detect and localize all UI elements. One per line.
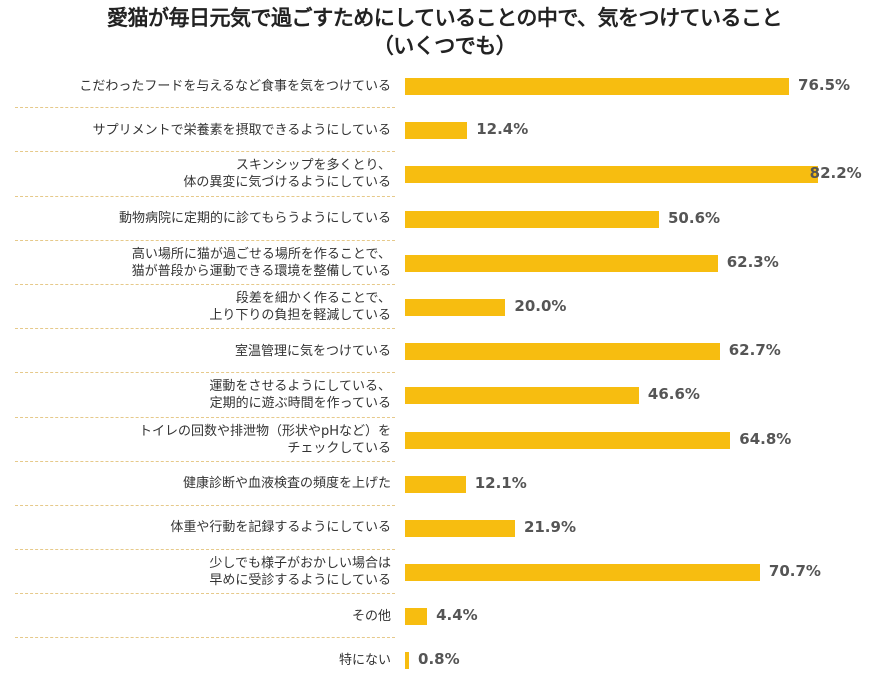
- category-label: その他: [352, 594, 391, 638]
- data-label: 62.3%: [726, 252, 779, 271]
- chart-title: 愛猫が毎日元気で過ごすためにしていることの中で、気をつけていること （いくつでも…: [0, 4, 889, 60]
- bar-row: 動物病院に定期的に診てもらうようにしている 50.6%: [0, 197, 889, 241]
- category-label-line: 段差を細かく作ることで、: [235, 291, 391, 307]
- data-label: 76.5%: [798, 76, 851, 94]
- category-label-line: スキンシップを多くとり、: [235, 158, 391, 174]
- bar-row: 少しでも様子がおかしい場合は 早めに受診するようにしている 70.7%: [0, 550, 889, 595]
- row-separator: [15, 107, 395, 109]
- chart-title-line-1: 愛猫が毎日元気で過ごすためにしていることの中で、気をつけていること: [106, 6, 783, 30]
- row-separator: [15, 504, 395, 506]
- category-label-line: 体の異変に気づけるようにしている: [183, 175, 391, 191]
- bar-row: 高い場所に猫が過ごせる場所を作ることで、 猫が普段から運動できる環境を整備している…: [0, 241, 889, 285]
- category-label-line: 特にない: [338, 653, 391, 669]
- category-label: 動物病院に定期的に診てもらうようにしている: [119, 197, 391, 241]
- data-label: 46.6%: [647, 385, 700, 404]
- bar: [405, 254, 718, 272]
- category-label-line: 猫が普段から運動できる環境を整備している: [131, 263, 391, 279]
- bar-row: 室温管理に気をつけている 62.7%: [0, 329, 889, 374]
- category-label: 室温管理に気をつけている: [235, 329, 391, 373]
- bar: [405, 431, 731, 449]
- row-separator: [15, 328, 395, 330]
- category-label-line: チェックしている: [287, 440, 391, 456]
- category-label-line: 動物病院に定期的に診てもらうようにしている: [119, 211, 391, 227]
- bar: [405, 122, 468, 140]
- category-label-line: 室温管理に気をつけている: [234, 343, 391, 359]
- bar-row: 運動をさせるようにしている、 定期的に遊ぶ時間を作っている 46.6%: [0, 373, 889, 418]
- bar-row: 特にない 0.8%: [0, 638, 889, 682]
- data-label: 20.0%: [514, 296, 567, 315]
- data-label: 12.1%: [474, 473, 527, 492]
- bar-row: 健康診断や血液検査の頻度を上げた 12.1%: [0, 462, 889, 506]
- bar-row: 段差を細かく作ることで、 上り下りの負担を軽減している 20.0%: [0, 285, 889, 330]
- bar: [405, 298, 506, 316]
- row-separator: [15, 151, 395, 153]
- row-separator: [15, 637, 395, 639]
- category-label-line: 体重や行動を記録するようにしている: [170, 520, 391, 536]
- category-label: スキンシップを多くとり、 体の異変に気づけるようにしている: [183, 152, 391, 196]
- category-label: こだわったフードを与えるなど食事を気をつけている: [79, 64, 391, 108]
- row-separator: [15, 549, 395, 551]
- row-separator: [15, 460, 395, 462]
- data-label: 70.7%: [768, 562, 821, 581]
- category-label: 健康診断や血液検査の頻度を上げた: [183, 462, 391, 506]
- chart-title-line-2: （いくつでも）: [372, 34, 517, 58]
- bar-row: サプリメントで栄養素を摂取できるようにしている 12.4%: [0, 108, 889, 153]
- category-label-line: 健康診断や血液検査の頻度を上げた: [182, 476, 391, 492]
- data-label: 12.4%: [476, 120, 529, 139]
- bar-rows: こだわったフードを与えるなど食事を気をつけている 76.5% サプリメントで栄養素を…: [0, 64, 889, 683]
- data-label: 64.8%: [739, 429, 792, 448]
- category-label-line: 高い場所に猫が過ごせる場所を作ることで、: [131, 246, 391, 262]
- bar: [405, 564, 760, 582]
- row-separator: [15, 283, 395, 285]
- bar: [405, 608, 428, 626]
- category-label: 段差を細かく作ることで、 上り下りの負担を軽減している: [209, 285, 391, 329]
- category-label-line: 定期的に遊ぶ時間を作っている: [209, 396, 391, 412]
- category-label: サプリメントで栄養素を摂取できるようにしている: [93, 108, 391, 152]
- category-label-line: 早めに受診するようにしている: [209, 573, 391, 589]
- row-separator: [15, 416, 395, 418]
- data-label: 50.6%: [668, 208, 721, 227]
- bar-row: スキンシップを多くとり、 体の異変に気づけるようにしている 82.2%: [0, 152, 889, 197]
- bar-row: 体重や行動を記録するようにしている 21.9%: [0, 506, 889, 551]
- data-label: 0.8%: [418, 650, 460, 669]
- row-separator: [15, 195, 395, 197]
- bar: [405, 166, 818, 184]
- category-label: 体重や行動を記録するようにしている: [170, 506, 391, 550]
- bar: [405, 387, 639, 405]
- data-label: 82.2%: [809, 164, 862, 183]
- bar-row: トイレの回数や排泄物（形状やpHなど）を チェックしている 64.8%: [0, 418, 889, 462]
- bar: [405, 519, 515, 537]
- category-label-line: こだわったフードを与えるなど食事を気をつけている: [79, 78, 391, 94]
- bar: [405, 475, 466, 493]
- category-label: 少しでも様子がおかしい場合は 早めに受診するようにしている: [209, 550, 391, 594]
- bar: [405, 78, 790, 95]
- row-separator: [15, 593, 395, 595]
- bar-row: こだわったフードを与えるなど食事を気をつけている 76.5%: [0, 64, 889, 109]
- bar-row: その他 4.4%: [0, 594, 889, 639]
- bar: [405, 652, 410, 670]
- data-label: 21.9%: [523, 517, 576, 536]
- category-label-line: サプリメントで栄養素を摂取できるようにしている: [92, 122, 391, 138]
- category-label: 特にない: [339, 638, 391, 682]
- category-label-line: 上り下りの負担を軽減している: [209, 308, 391, 324]
- category-label: 高い場所に猫が過ごせる場所を作ることで、 猫が普段から運動できる環境を整備している: [132, 241, 391, 285]
- row-separator: [15, 239, 395, 241]
- row-separator: [15, 372, 395, 374]
- category-label-line: 運動をさせるようにしている、: [209, 379, 391, 395]
- category-label: 運動をさせるようにしている、 定期的に遊ぶ時間を作っている: [209, 373, 391, 417]
- bar: [405, 210, 659, 228]
- data-label: 62.7%: [728, 341, 781, 360]
- category-label: トイレの回数や排泄物（形状やpHなど）を チェックしている: [139, 418, 391, 462]
- category-label-line: その他: [351, 608, 391, 624]
- bar: [405, 343, 720, 361]
- category-label-line: 少しでも様子がおかしい場合は: [209, 556, 391, 572]
- data-label: 4.4%: [436, 606, 478, 625]
- category-label-line: トイレの回数や排泄物（形状やpHなど）を: [138, 423, 391, 439]
